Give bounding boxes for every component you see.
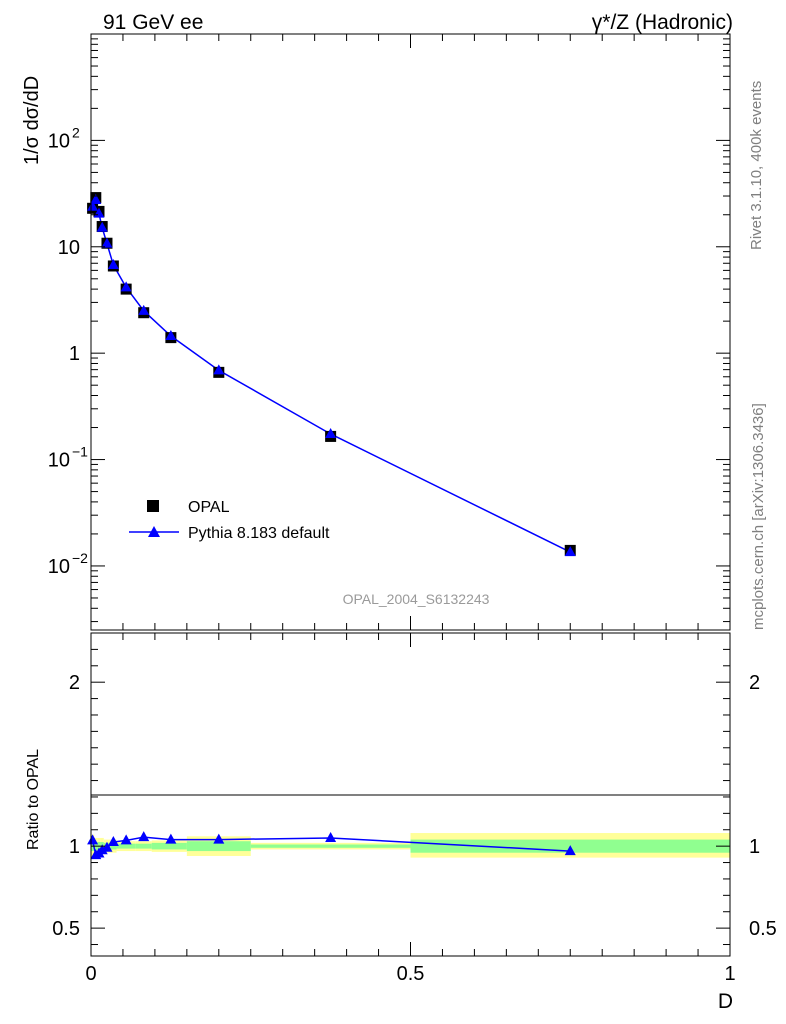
x-tick-label: 0.5 [397,963,425,985]
x-axis-label: D [718,990,733,1013]
data-point-pythia [101,237,113,248]
data-point-pythia [87,200,99,211]
ratio-band-inner [116,843,136,849]
ratio-y-ticks: 0.5 0.5 1 1 2 2 [52,648,777,946]
ratio-frame [90,632,731,957]
ratio-point-pythia [564,845,576,856]
data-point-pythia [90,194,102,205]
ratio-y-tick-label-left: 0.5 [52,918,80,940]
watermark: OPAL_2004_S6132243 [343,591,490,607]
main-y-tick-label: 10 [48,556,70,578]
main-y-tick-label: 10 [58,237,80,259]
main-y-axis-label: 1/σ dσ/dD [21,76,43,165]
ratio-point-pythia [101,841,113,852]
legend-data-marker [147,500,159,512]
header-left-title: 91 GeV ee [103,11,203,34]
data-point-pythia [564,546,576,557]
ratio-y-tick-label-right: 0.5 [749,918,777,940]
data-point-pythia [213,364,225,375]
main-y-tick-label: 10 [48,130,70,152]
ratio-y-tick-label-left: 2 [69,672,80,694]
x-axis-ticks: 0 0.5 1 [85,633,736,985]
data-point-pythia [107,258,119,269]
data-point-pythia [325,427,337,438]
ratio-point-pythia [325,831,337,842]
ratio-point-pythia [120,834,132,845]
ratio-y-tick-label-right: 2 [749,672,760,694]
x-tick-label: 0 [85,963,96,985]
mcplots-label: mcplots.cern.ch [arXiv:1306.3436] [750,403,767,630]
data-point-pythia [138,304,150,315]
ratio-marks [87,831,576,860]
ratio-band-inner [110,842,117,850]
ratio-point-pythia [138,831,150,842]
main-frame [90,33,731,631]
rivet-label: Rivet 3.1.10, 400k events [748,81,765,250]
main-y-tick-exponent: 2 [72,124,80,140]
ratio-band-inner [250,844,411,848]
ratio-panel: 0.5 0.51 12 2 0 0.5 1 Ratio to OPAL D [25,632,777,1013]
header-right-title: γ*/Z (Hadronic) [592,11,733,34]
legend-mc-label: Pythia 8.183 default [188,525,330,542]
ratio-point-pythia [87,834,99,845]
data-point-pythia [96,221,108,232]
main-y-tick-label: 1 [69,343,80,365]
legend-data-label: OPAL [188,499,230,516]
ratio-point-pythia [213,833,225,844]
ratio-y-tick-label-right: 1 [749,836,760,858]
ratio-y-tick-label-left: 1 [69,836,80,858]
ratio-point-pythia [107,836,119,847]
data-point-pythia [165,330,177,341]
main-y-tick-exponent: −2 [72,550,88,566]
main-marks [87,192,576,557]
legend: OPAL Pythia 8.183 default [129,499,330,542]
ratio-point-pythia [165,833,177,844]
data-point-pythia [120,281,132,292]
ratio-bands [91,833,730,858]
ratio-band-inner [135,843,152,849]
ratio-band-inner [186,841,251,852]
x-tick-label: 1 [724,963,735,985]
ratio-band-inner [151,842,187,850]
mc-curve-main [91,197,571,553]
main-y-tick-exponent: −1 [72,444,88,460]
legend-mc-marker [148,526,160,537]
ratio-y-axis-label: Ratio to OPAL [25,749,42,850]
main-y-tick-label: 10 [48,450,70,472]
